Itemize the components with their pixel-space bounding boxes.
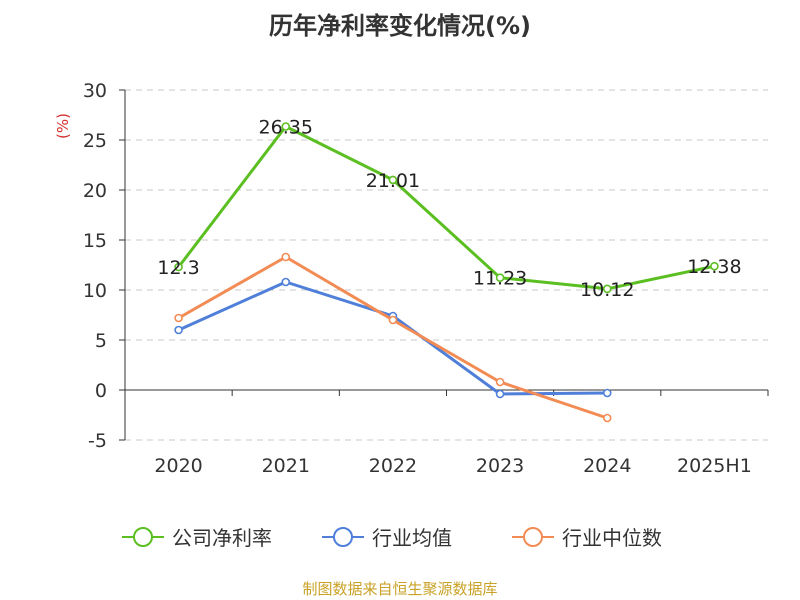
y-tick-label: 0 [95, 380, 107, 402]
axes: 30 25 20 15 10 5 0 -5 2020 2021 2022 2023 2024 2025H1… [54, 80, 769, 477]
legend-label: 公司净利率 [172, 526, 272, 550]
data-point [281, 277, 291, 287]
data-labels: 12.3 26.35 21.01 11.23 10.12 12.38 [157, 117, 741, 301]
data-point [495, 273, 505, 283]
y-tick-label: 5 [95, 330, 107, 352]
data-label: 12.38 [687, 256, 741, 278]
data-label: 10.12 [580, 279, 634, 301]
data-point [174, 313, 183, 323]
data-point [281, 122, 291, 131]
data-point [710, 261, 719, 271]
legend-item: 行业均值 [322, 526, 452, 550]
data-label: 12.3 [157, 257, 199, 279]
series-line-1 [177, 280, 608, 396]
legend-marker [133, 527, 153, 547]
y-tick-label: 10 [83, 280, 107, 302]
x-tick-label: 2020 [154, 455, 202, 477]
data-point [495, 389, 505, 399]
data-point [388, 175, 398, 185]
legend-label: 行业均值 [372, 526, 452, 550]
y-tick-label: 30 [83, 80, 107, 102]
y-tick-label: 25 [83, 130, 107, 152]
legend-item: 行业中位数 [512, 526, 662, 550]
legend: 公司净利率 行业均值 行业中位数 [122, 526, 662, 550]
data-label: 21.01 [366, 170, 420, 192]
legend-item: 公司净利率 [122, 526, 272, 550]
y-tick-label: 15 [83, 230, 107, 252]
x-tick-label: 2022 [369, 455, 417, 477]
x-tick-label: 2021 [262, 455, 310, 477]
series-lines [174, 122, 719, 423]
data-point [602, 388, 612, 398]
data-point [495, 377, 505, 387]
x-tick-label: 2023 [476, 455, 524, 477]
legend-marker [333, 527, 353, 547]
series-line-0 [177, 125, 715, 291]
data-point [602, 284, 612, 294]
data-point [174, 262, 183, 272]
chart-title: 历年净利率变化情况(%) [269, 12, 531, 40]
data-point [174, 325, 183, 335]
legend-label: 行业中位数 [562, 526, 662, 550]
data-point [602, 413, 612, 423]
y-axis-unit-label: (%) [54, 113, 72, 139]
y-tick-label: 20 [83, 180, 107, 202]
data-label: 11.23 [473, 268, 527, 290]
grid-lines [125, 89, 768, 441]
x-tick-label: 2025H1 [677, 455, 752, 477]
source-note: 制图数据来自恒生聚源数据库 [302, 580, 498, 598]
data-label: 26.35 [259, 117, 313, 139]
x-tick-label: 2024 [583, 455, 631, 477]
data-point [388, 315, 398, 325]
data-point [281, 252, 291, 262]
legend-marker [523, 527, 543, 547]
y-tick-label: -5 [88, 430, 107, 452]
